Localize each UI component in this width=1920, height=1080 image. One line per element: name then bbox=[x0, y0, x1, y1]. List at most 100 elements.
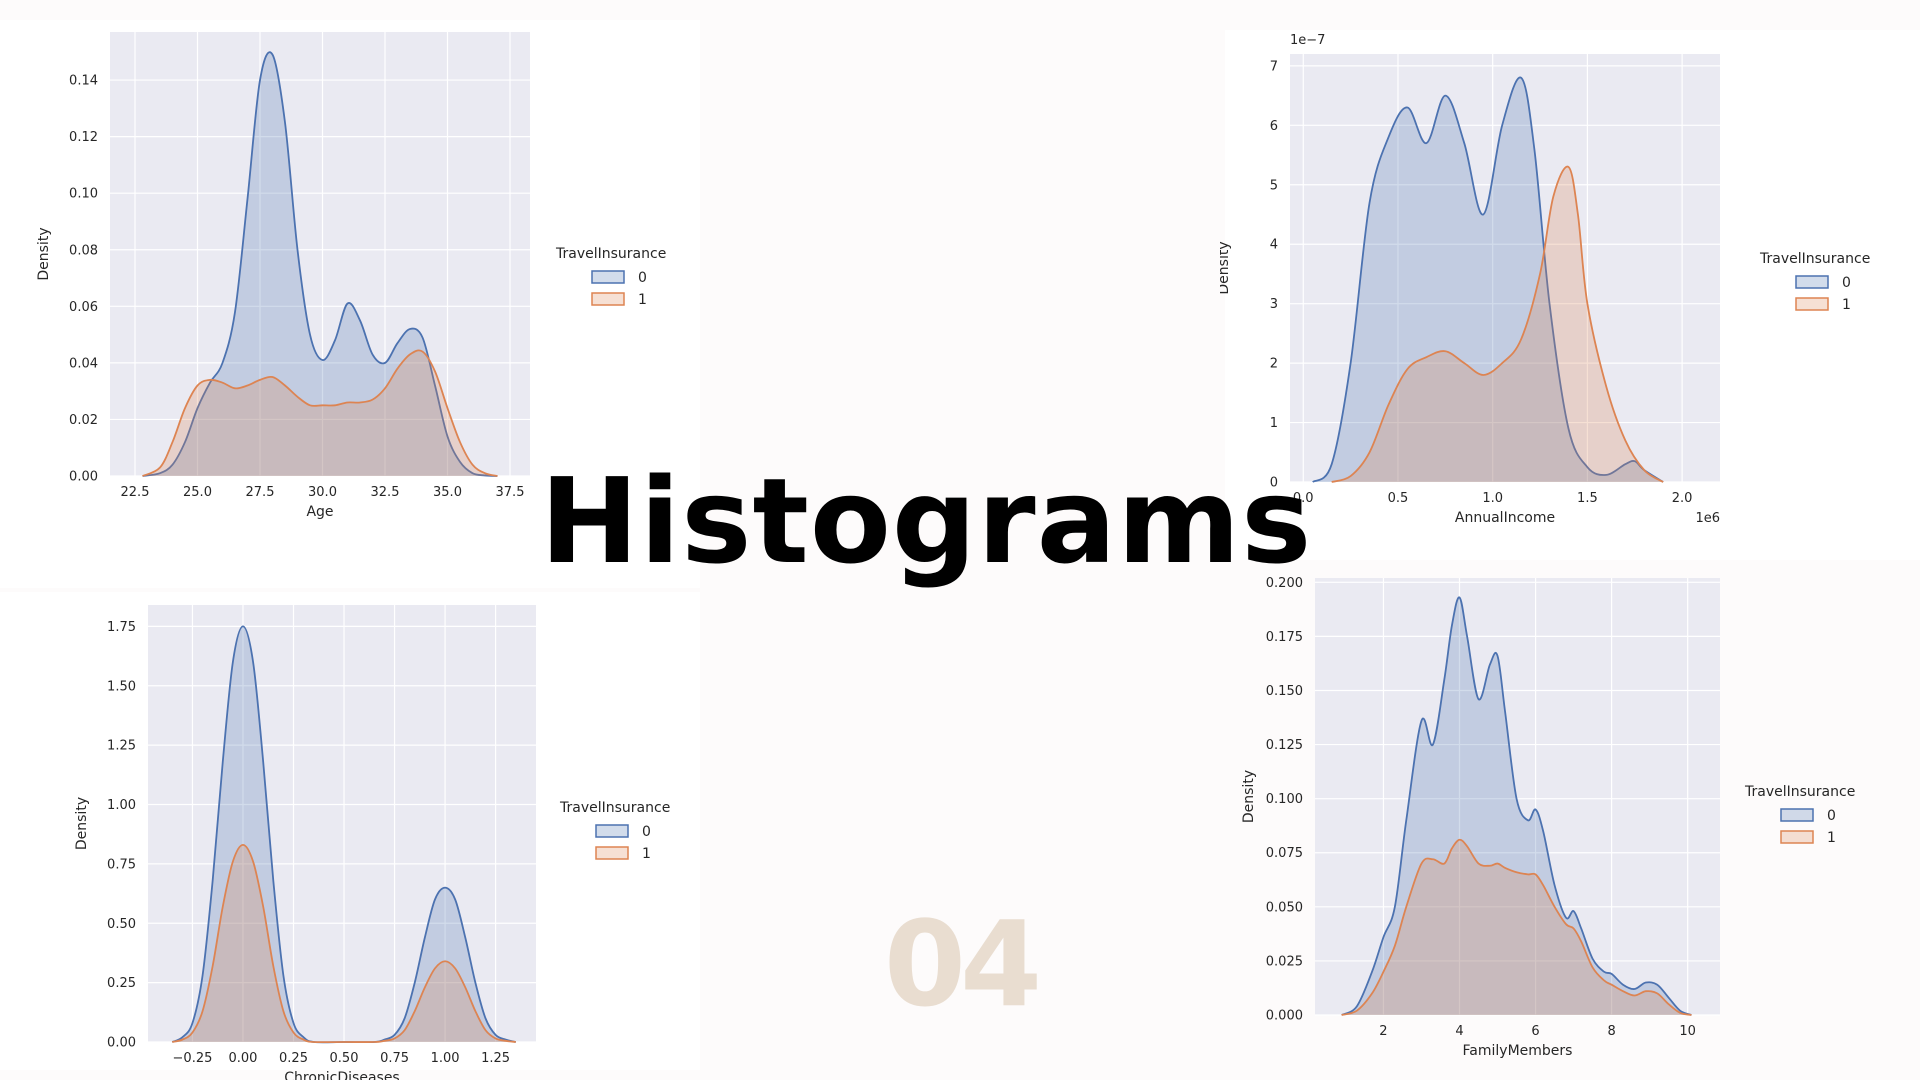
series-1-line bbox=[172, 843, 516, 1044]
legend-label-1: 1 bbox=[638, 292, 647, 308]
y-tick-label: 0.12 bbox=[69, 130, 98, 145]
x-offset-text: 1e6 bbox=[1695, 511, 1720, 526]
legend-title: TravelInsurance bbox=[555, 246, 666, 262]
series-1-line bbox=[1331, 165, 1664, 483]
series-1-area bbox=[172, 844, 516, 1043]
legend-swatch-0 bbox=[591, 270, 625, 284]
legend-title: TravelInsurance bbox=[1744, 784, 1855, 800]
chart-age-density: 22.5 25.0 27.5 30.0 32.5 35.0 37.5 0.00 0.02 0.04… bbox=[36, 32, 666, 520]
series-0-area bbox=[1341, 597, 1692, 1015]
y-tick-label: 0.150 bbox=[1266, 684, 1303, 699]
legend-label-0: 0 bbox=[1842, 275, 1851, 291]
y-tick-label: 5 bbox=[1270, 178, 1278, 193]
x-tick-label: 2 bbox=[1379, 1024, 1387, 1039]
legend-swatch-1 bbox=[1780, 830, 1814, 844]
series-0-area bbox=[172, 626, 516, 1043]
legend-label-1: 1 bbox=[1827, 830, 1836, 846]
x-axis-label: AnnualIncome bbox=[1455, 510, 1555, 526]
y-tick-label: 0.125 bbox=[1266, 738, 1303, 753]
y-tick-label: 0.02 bbox=[69, 413, 98, 428]
legend-swatch-1 bbox=[591, 292, 625, 306]
x-tick-label: 0.75 bbox=[380, 1051, 409, 1066]
legend-title: TravelInsurance bbox=[1759, 251, 1870, 267]
x-tick-label: 1.00 bbox=[431, 1051, 460, 1066]
x-tick-label: 6 bbox=[1531, 1024, 1539, 1039]
legend-title: TravelInsurance bbox=[559, 800, 670, 816]
y-tick-label: 0.25 bbox=[107, 976, 136, 991]
x-tick-label: 2.0 bbox=[1672, 491, 1693, 506]
series-1-line bbox=[1341, 838, 1692, 1016]
slide-title: Histograms bbox=[540, 452, 1313, 590]
y-tick-label: 0.75 bbox=[107, 857, 136, 872]
y-tick-label: 0.50 bbox=[107, 917, 136, 932]
x-axis-label: FamilyMembers bbox=[1463, 1043, 1573, 1059]
legend-label-0: 0 bbox=[638, 270, 647, 286]
x-tick-label: 1.25 bbox=[481, 1051, 510, 1066]
series-1-line bbox=[142, 349, 498, 477]
x-tick-label: 0.5 bbox=[1388, 491, 1409, 506]
y-tick-label: 0 bbox=[1270, 476, 1278, 491]
x-tick-label: 0.00 bbox=[229, 1051, 258, 1066]
y-tick-label: 2 bbox=[1270, 357, 1278, 372]
legend-swatch-1 bbox=[595, 846, 629, 860]
chart-familymembers-density: 2 4 6 8 100.0000.0250.0500.0750.1000.1250.15… bbox=[1241, 576, 1855, 1059]
x-tick-label: 30.0 bbox=[308, 485, 337, 500]
series-0-area bbox=[142, 52, 498, 476]
y-tick-label: 0.14 bbox=[69, 74, 98, 89]
x-axis-label: Age bbox=[306, 504, 333, 520]
x-tick-label: 0.0 bbox=[1293, 491, 1314, 506]
y-tick-label: 1.25 bbox=[107, 739, 136, 754]
y-tick-label: 0.04 bbox=[69, 356, 98, 371]
x-tick-label: −0.25 bbox=[173, 1051, 213, 1066]
x-tick-label: 25.0 bbox=[183, 485, 212, 500]
y-tick-label: 3 bbox=[1270, 297, 1278, 312]
y-tick-label: 7 bbox=[1270, 59, 1278, 74]
legend-swatch-1 bbox=[1795, 297, 1829, 311]
y-axis-label: Density bbox=[74, 797, 90, 850]
series-1-area bbox=[142, 350, 498, 476]
x-tick-label: 32.5 bbox=[371, 485, 400, 500]
x-tick-label: 35.0 bbox=[433, 485, 462, 500]
series-0-line bbox=[1341, 596, 1692, 1016]
y-tick-label: 0.00 bbox=[69, 470, 98, 485]
y-tick-label: 0.000 bbox=[1266, 1009, 1303, 1024]
y-tick-label: 0.075 bbox=[1266, 846, 1303, 861]
x-axis-label: ChronicDiseases bbox=[284, 1070, 399, 1080]
chart-annualincome-density: 0.0 0.5 1.0 1.5 2.0 0 1 2 3 4 5 6 7 AnnualIncome Densi… bbox=[1220, 33, 1870, 526]
x-tick-label: 27.5 bbox=[246, 485, 275, 500]
x-tick-label: 10 bbox=[1679, 1024, 1696, 1039]
y-tick-label: 1.00 bbox=[107, 798, 136, 813]
x-tick-label: 8 bbox=[1607, 1024, 1615, 1039]
y-tick-label: 0.08 bbox=[69, 243, 98, 258]
y-tick-label: 4 bbox=[1270, 238, 1278, 253]
y-offset-text: 1e−7 bbox=[1290, 33, 1325, 48]
x-tick-label: 0.25 bbox=[279, 1051, 308, 1066]
y-tick-label: 1.50 bbox=[107, 679, 136, 694]
legend-label-0: 0 bbox=[1827, 808, 1836, 824]
series-0-line bbox=[1312, 76, 1664, 483]
plot-area bbox=[110, 32, 530, 476]
x-tick-label: 22.5 bbox=[121, 485, 150, 500]
x-tick-label: 0.50 bbox=[330, 1051, 359, 1066]
y-tick-label: 0.050 bbox=[1266, 900, 1303, 915]
y-tick-label: 0.100 bbox=[1266, 792, 1303, 807]
y-tick-label: 0.06 bbox=[69, 300, 98, 315]
y-tick-label: 0.025 bbox=[1266, 954, 1303, 969]
x-tick-label: 37.5 bbox=[496, 485, 525, 500]
y-tick-label: 6 bbox=[1270, 119, 1278, 134]
legend-label-1: 1 bbox=[1842, 297, 1851, 313]
y-tick-label: 0.200 bbox=[1266, 576, 1303, 591]
legend-label-0: 0 bbox=[642, 824, 651, 840]
y-axis-label: Density bbox=[1241, 770, 1257, 823]
legend-swatch-0 bbox=[1780, 808, 1814, 822]
y-tick-label: 1.75 bbox=[107, 620, 136, 635]
y-tick-label: 0.175 bbox=[1266, 630, 1303, 645]
x-tick-label: 1.5 bbox=[1577, 491, 1598, 506]
series-1-area bbox=[1341, 839, 1692, 1015]
legend-label-1: 1 bbox=[642, 846, 651, 862]
y-tick-label: 0.00 bbox=[107, 1036, 136, 1051]
x-tick-label: 4 bbox=[1455, 1024, 1463, 1039]
y-tick-label: 0.10 bbox=[69, 187, 98, 202]
series-0-line bbox=[142, 51, 498, 477]
x-tick-label: 1.0 bbox=[1482, 491, 1503, 506]
